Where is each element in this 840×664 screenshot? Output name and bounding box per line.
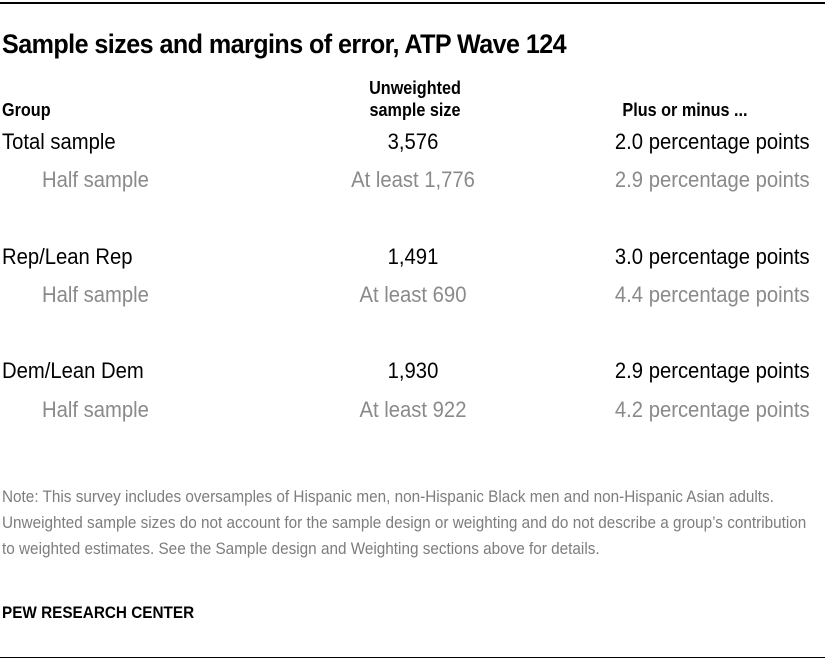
header-margin-of-error: Plus or minus ...	[622, 100, 748, 120]
row-sample-size: 1,491	[387, 244, 439, 269]
row-margin-of-error: 4.2 percentage points	[615, 397, 810, 422]
row-margin-of-error: 4.4 percentage points	[615, 282, 810, 307]
table-row-total-half: Half sample At least 1,776 2.9 percentag…	[0, 165, 840, 195]
row-group: Half sample	[42, 397, 149, 422]
header-group: Group	[2, 100, 51, 120]
header-sample-size-line1: Unweighted	[369, 78, 461, 98]
row-sample-size: At least 922	[359, 397, 467, 422]
bottom-rule	[0, 657, 825, 658]
footnote: Note: This survey includes oversamples o…	[2, 487, 807, 558]
table-row-rep-half: Half sample At least 690 4.4 percentage …	[0, 280, 840, 310]
header-sample-size-line2: sample size	[369, 100, 461, 120]
table-row-rep: Rep/Lean Rep 1,491 3.0 percentage points	[0, 242, 840, 272]
row-margin-of-error: 2.9 percentage points	[615, 358, 810, 383]
row-sample-size: 1,930	[387, 358, 439, 383]
row-margin-of-error: 2.9 percentage points	[615, 167, 810, 192]
table-row-total: Total sample 3,576 2.0 percentage points	[0, 127, 840, 157]
table-row-dem: Dem/Lean Dem 1,930 2.9 percentage points	[0, 356, 840, 386]
row-group: Dem/Lean Dem	[2, 358, 144, 383]
page-title: Sample sizes and margins of error, ATP W…	[2, 29, 567, 59]
row-group: Total sample	[2, 129, 116, 154]
row-margin-of-error: 3.0 percentage points	[615, 244, 810, 269]
row-margin-of-error: 2.0 percentage points	[615, 129, 810, 154]
row-group: Rep/Lean Rep	[2, 244, 133, 269]
table-row-dem-half: Half sample At least 922 4.2 percentage …	[0, 395, 840, 425]
row-sample-size: At least 690	[359, 282, 467, 307]
row-group: Half sample	[42, 282, 149, 307]
row-group: Half sample	[42, 167, 149, 192]
row-sample-size: At least 1,776	[351, 167, 475, 192]
row-sample-size: 3,576	[387, 129, 439, 154]
source-credit: PEW RESEARCH CENTER	[2, 603, 195, 622]
top-rule	[0, 2, 825, 4]
header-sample-size: Unweighted sample size	[312, 77, 519, 121]
